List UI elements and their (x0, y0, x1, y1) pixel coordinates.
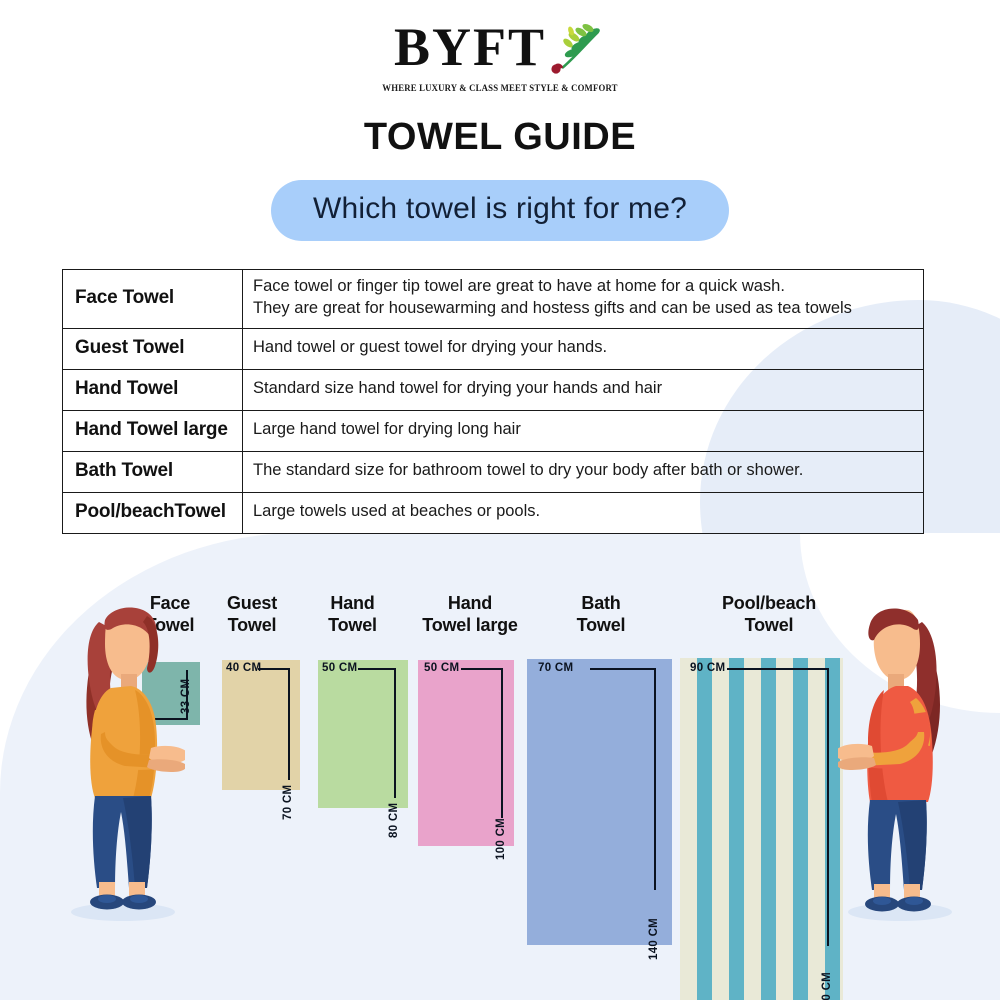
bath-towel-width-label: 70 CM (538, 662, 574, 674)
guest-towel-height-line (288, 668, 291, 780)
pool-towel-width-line (727, 668, 829, 671)
label-guest-towel: Guest Towel (205, 592, 299, 637)
label-line-2: Towel (576, 615, 626, 636)
label-line-1: Bath (581, 593, 621, 613)
towel-category-label: Face Towel (62, 269, 243, 329)
label-line-1: Hand (447, 593, 493, 613)
hand-towel-width-line (358, 668, 396, 671)
towel-category-label: Guest Towel (62, 327, 243, 370)
label-pool-beach-towel: Pool/beach Towel (697, 592, 841, 637)
towel-description: Large hand towel for drying long hair (242, 409, 924, 452)
page-title: TOWEL GUIDE (363, 116, 637, 158)
bath-towel-height-line (654, 668, 657, 890)
towel-guide-table: Face Towel Face towel or finger tip towe… (62, 269, 924, 534)
towel-description: Large towels used at beaches or pools. (242, 491, 924, 534)
brand-name: BYFT (393, 17, 547, 77)
question-banner: Which towel is right for me? (270, 180, 730, 241)
label-line-1: Hand (330, 593, 375, 613)
hand-towel-large-width-label: 50 CM (424, 662, 460, 674)
bath-towel-width-line (590, 668, 656, 671)
towel-description: Face towel or finger tip towel are great… (242, 269, 924, 329)
towel-description: The standard size for bathroom towel to … (242, 450, 924, 493)
guest-towel-height-label: 70 CM (282, 784, 294, 820)
brand-tagline: WHERE LUXURY & CLASS MEET STYLE & COMFOR… (382, 84, 618, 94)
bath-towel-height-label: 140 CM (648, 917, 660, 960)
table-row: Hand Towel Standard size hand towel for … (62, 368, 924, 411)
towel-description: Standard size hand towel for drying your… (242, 368, 924, 411)
pool-towel-height-label: 180 CM (821, 971, 833, 1000)
pool-towel-height-line (827, 668, 830, 946)
guest-towel-width-line (258, 668, 290, 671)
table-row: Hand Towel large Large hand towel for dr… (62, 409, 924, 452)
label-face-towel: Face Towel (120, 592, 220, 637)
hand-towel-large-width-line (461, 668, 503, 671)
woman-holding-pool-towel (834, 582, 973, 927)
face-towel-height-line (186, 670, 189, 720)
label-line-2: Towel (227, 615, 277, 636)
pool-towel-stripes (680, 658, 843, 1000)
guest-towel-width-label: 40 CM (226, 662, 262, 674)
hand-towel-large-swatch (418, 660, 514, 846)
bath-towel-swatch (527, 659, 672, 945)
table-row: Face Towel Face towel or finger tip towe… (62, 269, 924, 329)
label-bath-towel: Bath Towel (553, 592, 649, 637)
label-line-2: Towel (145, 615, 195, 636)
laurel-branch-icon (550, 24, 606, 81)
brand-logo: BYFT (0, 17, 1000, 81)
pool-towel-width-label: 90 CM (690, 662, 726, 674)
towel-description: Hand towel or guest towel for drying you… (242, 327, 924, 370)
pool-beach-towel-swatch (680, 658, 843, 1000)
face-towel-width-line (152, 718, 186, 721)
towel-category-label: Hand Towel large (62, 409, 243, 452)
table-row: Pool/beachTowel Large towels used at bea… (62, 491, 924, 534)
hand-towel-height-label: 80 CM (388, 802, 400, 838)
label-line-2: Towel (328, 615, 377, 636)
label-hand-towel-large: Hand Towel large (395, 592, 545, 637)
woman-holding-face-towel (55, 582, 189, 927)
size-comparison-section: Face Towel Guest Towel Hand Towel Hand T… (0, 560, 1000, 1000)
label-line-1: Face (149, 593, 191, 613)
towel-category-label: Bath Towel (62, 450, 243, 493)
towel-category-label: Hand Towel (62, 368, 243, 411)
label-line-2: Towel large (422, 615, 518, 636)
label-line-1: Pool/beach (721, 593, 817, 613)
hand-towel-swatch (318, 660, 408, 808)
label-line-1: Guest (226, 593, 277, 613)
label-hand-towel: Hand Towel (305, 592, 400, 637)
table-row: Guest Towel Hand towel or guest towel fo… (62, 327, 924, 370)
hand-towel-width-label: 50 CM (322, 662, 358, 674)
table-row: Bath Towel The standard size for bathroo… (62, 450, 924, 493)
header: BYFT (0, 0, 1000, 241)
hand-towel-large-height-line (501, 668, 504, 818)
hand-towel-height-line (394, 668, 397, 798)
guest-towel-swatch (222, 660, 300, 790)
towel-category-label: Pool/beachTowel (62, 491, 243, 534)
hand-towel-large-height-label: 100 CM (495, 817, 507, 860)
label-line-2: Towel (744, 615, 794, 636)
